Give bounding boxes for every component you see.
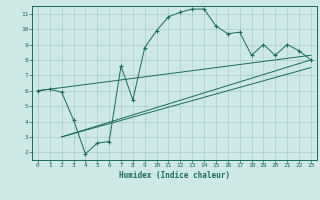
X-axis label: Humidex (Indice chaleur): Humidex (Indice chaleur) — [119, 171, 230, 180]
